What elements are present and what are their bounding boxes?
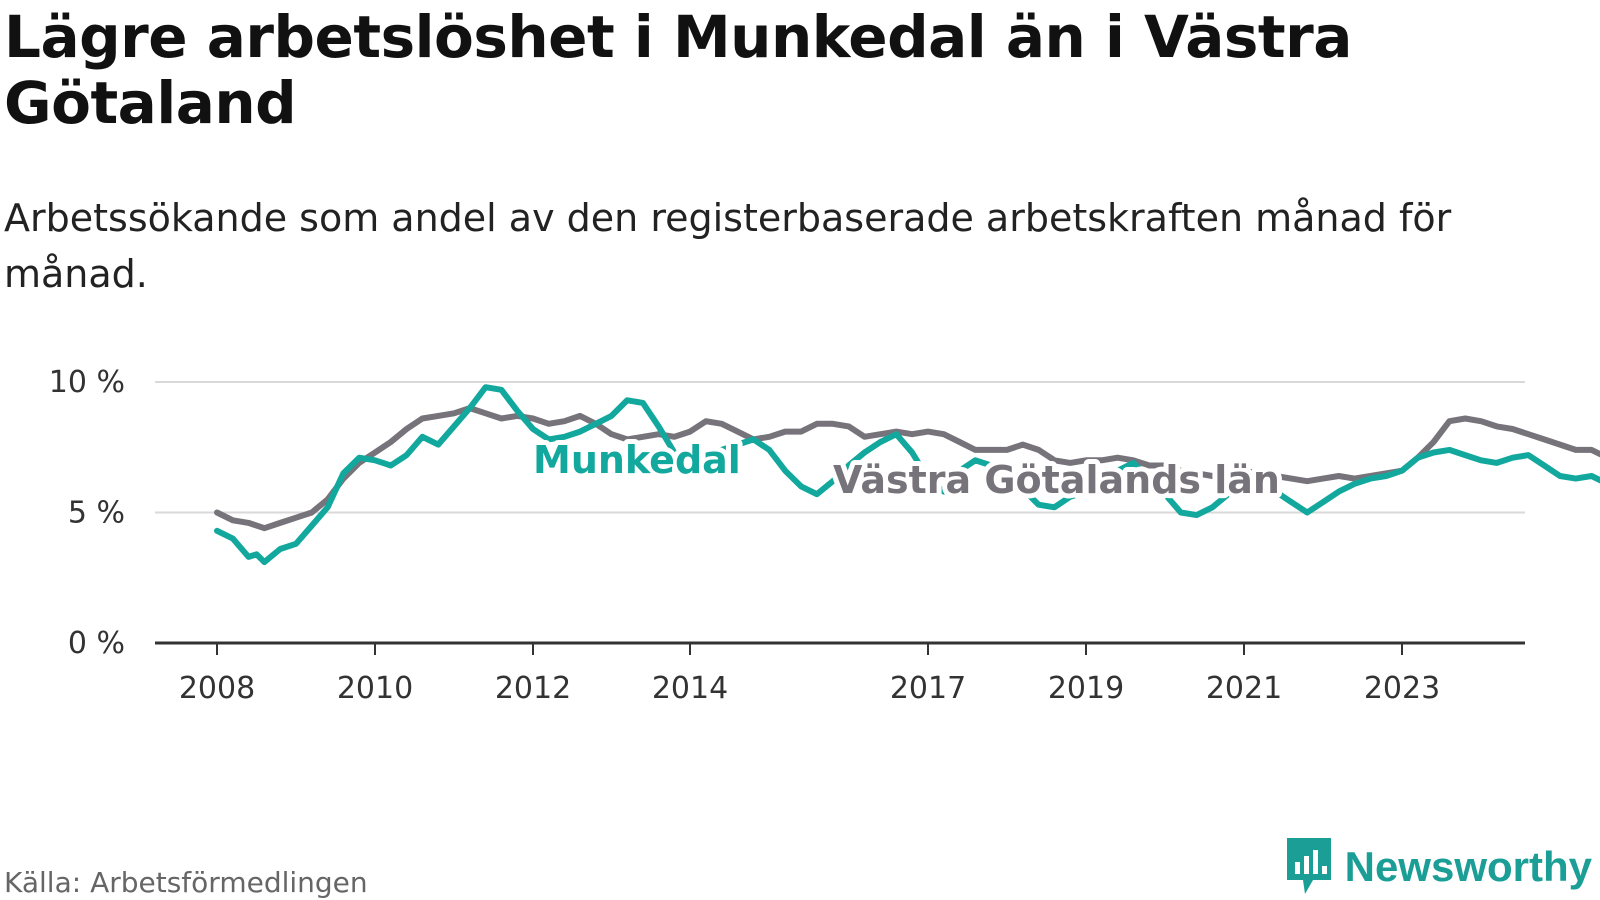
vastra-gotaland-series-label-halo: Västra Götalands län — [833, 458, 1280, 502]
x-tick-label: 2010 — [337, 671, 413, 706]
series-lines — [214, 384, 1600, 566]
y-tick-label: 0 % — [68, 626, 125, 661]
y-tick-label: 10 % — [49, 365, 125, 400]
newsworthy-logo-text: Newsworthy — [1344, 843, 1592, 890]
vastra-gotaland-series-label: Västra Götalands län — [833, 458, 1280, 502]
x-tick-label: 2008 — [179, 671, 255, 706]
chart-subtitle: Arbetssökande som andel av den registerb… — [4, 196, 1452, 296]
x-tick-label: 2012 — [495, 671, 571, 706]
chart-title: Lägre arbetslöshet i Munkedal än i Västr… — [4, 3, 1352, 137]
munkedal-series-label: Munkedal — [533, 438, 741, 482]
axes: 0 % 5 % 10 % 2008 2010 2012 2014 2017 2019 2021 20… — [49, 365, 1525, 706]
y-tick-label: 5 % — [68, 496, 125, 531]
x-tick-label: 2014 — [652, 671, 728, 706]
munkedal-series-label-halo: Munkedal — [533, 438, 741, 482]
grid-lines — [155, 381, 1525, 514]
x-tick-label: 2019 — [1048, 671, 1124, 706]
source-note: Källa: Arbetsförmedlingen — [4, 866, 368, 899]
vastra-gotaland-line — [214, 405, 1600, 532]
munkedal-line — [214, 384, 1600, 566]
newsworthy-logo-icon — [1286, 838, 1331, 894]
newsworthy-logo: Newsworthy — [1283, 836, 1592, 898]
x-tick-label: 2017 — [890, 671, 966, 706]
line-chart: 0 % 5 % 10 % 2008 2010 2012 2014 2017 2019 2021 20… — [49, 365, 1600, 706]
x-tick-label: 2023 — [1364, 671, 1440, 706]
x-tick-label: 2021 — [1206, 671, 1282, 706]
